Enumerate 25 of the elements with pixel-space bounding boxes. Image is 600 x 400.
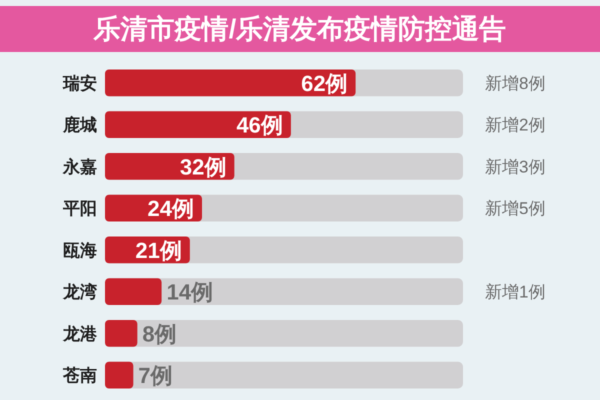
data-label: 7例 [138, 363, 173, 388]
y-tick-label: 永嘉 [62, 157, 97, 176]
data-label: 8例 [142, 321, 177, 346]
data-label: 46例 [236, 112, 283, 138]
data-label: 32例 [180, 154, 226, 180]
data-label: 21例 [135, 238, 182, 263]
y-tick-label: 瓯海 [63, 240, 97, 260]
y2-tick-label: 新增5例 [485, 199, 546, 218]
chart-title: 乐清市疫情/乐清发布疫情防控通告 [92, 14, 506, 44]
y-tick-label: 瑞安 [62, 74, 97, 93]
y-tick-label: 龙湾 [62, 282, 97, 302]
y-tick-label: 龙港 [62, 324, 98, 344]
y2-tick-label: 新增2例 [485, 116, 546, 135]
bar [105, 320, 138, 347]
data-label: 24例 [148, 196, 194, 222]
data-label: 62例 [301, 70, 348, 96]
y2-tick-label: 新增8例 [485, 74, 546, 93]
y-tick-label: 平阳 [62, 199, 97, 218]
y2-tick-label: 新增1例 [485, 282, 546, 302]
bar [105, 362, 134, 388]
bar [105, 278, 162, 305]
y2-tick-label: 新增3例 [485, 157, 546, 176]
data-label: 14例 [166, 280, 214, 305]
y-tick-label: 苍南 [62, 366, 97, 386]
y-tick-label: 鹿城 [62, 116, 97, 135]
